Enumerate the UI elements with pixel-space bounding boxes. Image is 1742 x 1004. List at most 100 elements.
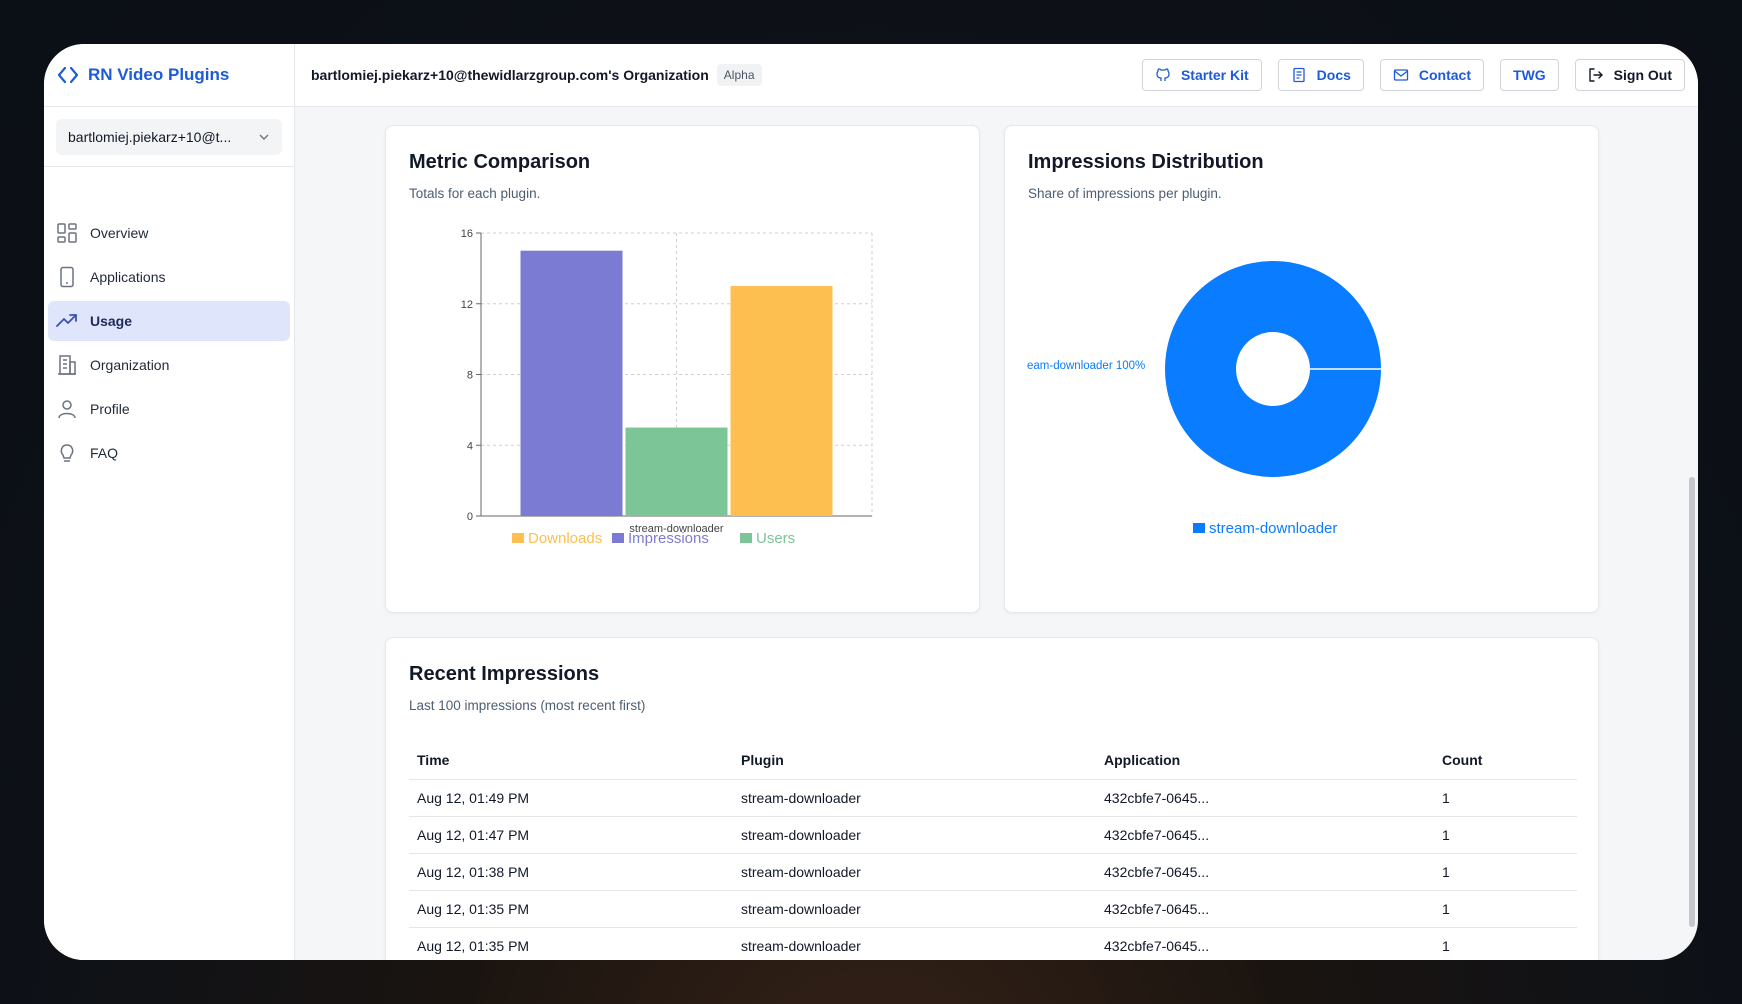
column-header-plugin[interactable]: Plugin — [733, 742, 1096, 780]
docs-button[interactable]: Docs — [1277, 59, 1364, 91]
impressions-distribution-card: Impressions Distribution Share of impres… — [1004, 125, 1599, 613]
sidebar-item-label: Applications — [90, 269, 166, 285]
sidebar-nav: Overview Applications Usage Organization… — [44, 167, 294, 473]
card-title: Impressions Distribution — [1028, 151, 1264, 173]
table-row[interactable]: Aug 12, 01:49 PM stream-downloader 432cbfe… — [409, 779, 1577, 817]
card-subtitle: Last 100 impressions (most recent first) — [409, 698, 646, 713]
plugin-cell: stream-downloader — [733, 927, 1096, 960]
count-cell: 1 — [1434, 927, 1577, 960]
docs-label: Docs — [1316, 67, 1351, 83]
count-cell: 1 — [1434, 779, 1577, 817]
brand[interactable]: RN Video Plugins — [44, 44, 294, 107]
sidebar-item-label: Usage — [90, 313, 133, 329]
y-tick-label: 0 — [467, 511, 473, 523]
count-cell: 1 — [1434, 890, 1577, 928]
chevron-down-icon — [259, 134, 269, 140]
mail-icon — [1393, 69, 1409, 81]
time-cell: Aug 12, 01:38 PM — [409, 853, 733, 891]
application-cell: 432cbfe7-0645... — [1096, 816, 1434, 854]
legend-item-impressions: Impressions — [628, 530, 709, 547]
card-title: Metric Comparison — [409, 151, 591, 173]
lightbulb-icon — [60, 444, 74, 462]
plugin-cell: stream-downloader — [733, 890, 1096, 928]
sign-out-button[interactable]: Sign Out — [1574, 59, 1685, 91]
count-cell: 1 — [1434, 816, 1577, 854]
application-cell: 432cbfe7-0645... — [1096, 927, 1434, 960]
table-body: Aug 12, 01:49 PM stream-downloader 432cbfe… — [409, 779, 1577, 960]
sidebar-item-label: Overview — [90, 225, 149, 241]
column-header-time[interactable]: Time — [409, 742, 733, 780]
legend-swatch — [1193, 523, 1205, 533]
plugin-cell: stream-downloader — [733, 853, 1096, 891]
legend-swatch — [512, 533, 524, 543]
alpha-badge: Alpha — [716, 64, 762, 86]
twg-label: TWG — [1513, 67, 1546, 83]
time-cell: Aug 12, 01:35 PM — [409, 890, 733, 928]
header-buttons: Starter Kit Docs Contact TWG Sign Out — [1141, 59, 1685, 91]
legend-swatch — [740, 533, 752, 543]
bar-impressions — [520, 250, 623, 516]
starter-kit-label: Starter Kit — [1180, 67, 1249, 83]
org-select-wrap: bartlomiej.piekarz+10@t... — [44, 107, 294, 167]
app-title: RN Video Plugins — [88, 65, 230, 84]
code-icon — [57, 66, 79, 84]
sidebar-item-overview[interactable]: Overview — [48, 213, 290, 253]
column-header-count[interactable]: Count — [1434, 742, 1577, 780]
sign-out-label: Sign Out — [1613, 67, 1672, 83]
phone-icon — [60, 266, 74, 288]
sidebar-item-profile[interactable]: Profile — [48, 389, 290, 429]
document-icon — [1293, 67, 1305, 83]
grid-icon — [57, 223, 77, 243]
org-select-value: bartlomiej.piekarz+10@t... — [68, 129, 232, 145]
starter-kit-button[interactable]: Starter Kit — [1141, 59, 1262, 91]
table-row[interactable]: Aug 12, 01:47 PM stream-downloader 432cbfe… — [409, 816, 1577, 854]
y-tick-label: 4 — [467, 440, 473, 452]
time-cell: Aug 12, 01:47 PM — [409, 816, 733, 854]
card-subtitle: Totals for each plugin. — [409, 186, 541, 201]
bar-users — [625, 427, 728, 516]
bar-downloads — [730, 286, 833, 516]
top-header: bartlomiej.piekarz+10@thewidlarzgroup.co… — [295, 44, 1698, 107]
sidebar-item-applications[interactable]: Applications — [48, 257, 290, 297]
column-header-application[interactable]: Application — [1096, 742, 1434, 780]
table-row[interactable]: Aug 12, 01:35 PM stream-downloader 432cbfe… — [409, 927, 1577, 960]
card-subtitle: Share of impressions per plugin. — [1028, 186, 1222, 201]
logout-icon — [1588, 68, 1603, 82]
plugin-cell: stream-downloader — [733, 779, 1096, 817]
user-icon — [58, 400, 76, 419]
application-cell: 432cbfe7-0645... — [1096, 890, 1434, 928]
count-cell: 1 — [1434, 853, 1577, 891]
org-select[interactable]: bartlomiej.piekarz+10@t... — [56, 119, 282, 155]
contact-button[interactable]: Contact — [1379, 59, 1485, 91]
sidebar-item-label: FAQ — [90, 445, 119, 461]
scrollbar[interactable] — [1686, 107, 1698, 960]
table-header-row: Time Plugin Application Count — [409, 742, 1577, 780]
app-window: RN Video Plugins bartlomiej.piekarz+10@t… — [44, 44, 1698, 960]
application-cell: 432cbfe7-0645... — [1096, 779, 1434, 817]
table-row[interactable]: Aug 12, 01:38 PM stream-downloader 432cbfe… — [409, 853, 1577, 891]
twg-button[interactable]: TWG — [1500, 59, 1559, 91]
sidebar-item-usage[interactable]: Usage — [48, 301, 290, 341]
sidebar-item-label: Profile — [90, 401, 130, 417]
y-tick-label: 12 — [461, 299, 473, 311]
contact-label: Contact — [1418, 67, 1472, 83]
sidebar-item-organization[interactable]: Organization — [48, 345, 290, 385]
x-tick-label: stream-downloader — [629, 523, 723, 535]
metric-comparison-card: Metric Comparison Totals for each plugin… — [385, 125, 980, 613]
card-title: Recent Impressions — [409, 663, 600, 685]
impressions-table: Time Plugin Application Count Aug 12, 01… — [409, 742, 1577, 960]
org-name: bartlomiej.piekarz+10@thewidlarzgroup.co… — [311, 67, 709, 83]
table-row[interactable]: Aug 12, 01:35 PM stream-downloader 432cbfe… — [409, 890, 1577, 928]
legend-item-users: Users — [756, 530, 795, 547]
recent-impressions-card: Recent Impressions Last 100 impressions … — [385, 637, 1599, 960]
time-cell: Aug 12, 01:35 PM — [409, 927, 733, 960]
scrollbar-thumb[interactable] — [1689, 477, 1695, 927]
bar-chart: 0 4 8 12 16 stream-downloader Downloads Impress… — [461, 228, 873, 547]
application-cell: 432cbfe7-0645... — [1096, 853, 1434, 891]
github-icon — [1156, 68, 1170, 81]
slice-label: eam-downloader 100% — [1027, 360, 1145, 372]
building-icon — [58, 355, 76, 375]
plugin-cell: stream-downloader — [733, 816, 1096, 854]
sidebar-item-faq[interactable]: FAQ — [48, 433, 290, 473]
legend-swatch — [612, 533, 624, 543]
